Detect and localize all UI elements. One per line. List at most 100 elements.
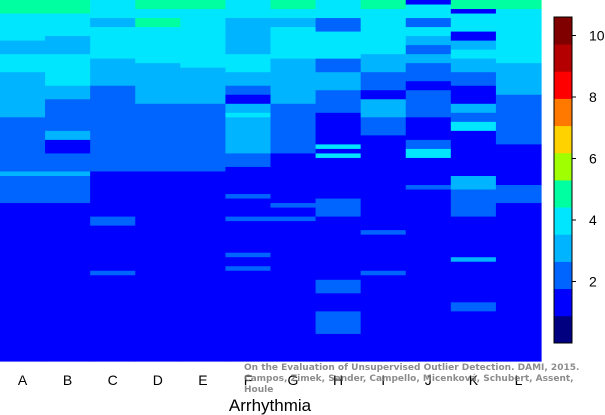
heatmap-cell-K-16 [450,153,497,164]
heatmap-cell-H-14 [315,144,362,150]
heatmap-cell-F-1 [225,9,272,19]
heatmap-cell-I-19 [360,234,407,272]
heatmap-cell-G-5 [270,58,317,73]
heatmap-cell-A-3 [0,40,46,55]
heatmap-cell-G-20 [270,221,317,236]
heatmap-cell-F-4 [225,54,272,73]
colorbar [553,16,573,344]
heatmap-cell-J-12 [405,103,452,118]
heatmap-cell-J-7 [405,54,452,64]
heatmap-cell-J-5 [405,36,452,46]
x-tick-label-A: A [18,372,28,388]
heatmap-cell-K-8 [450,72,497,87]
heatmap-cell-J-1 [405,4,452,10]
heatmap-cell-A-6 [0,85,46,105]
colorbar-tick-labels: 2 4 6 8 10 [572,28,605,290]
heatmap-cell-A-1 [0,13,46,24]
heatmap-cell-C-2 [90,27,136,42]
heatmap-cell-G-13 [270,171,317,177]
heatmap-cell-L-12 [495,157,542,168]
heatmap-cell-A-4 [0,54,46,73]
heatmap-cell-H-1 [315,9,362,19]
heatmap-cell-B-4 [45,54,91,73]
heatmap-cell-J-0 [405,0,452,6]
heatmap-cell-B-11 [45,153,91,173]
colorbar-segment-9 [554,71,572,99]
heatmap-cell-C-11 [90,225,136,272]
heatmap-cell-C-7 [90,112,136,173]
heatmap-cell-K-0 [450,0,497,10]
heatmap-cell-L-3 [495,27,542,42]
heatmap-cell-I-11 [360,117,407,136]
heatmap-cell-F-6 [225,85,272,96]
heatmap-cell-K-11 [450,103,497,114]
heatmap-cell-J-26 [405,230,452,240]
x-tick-label-L: L [515,372,523,388]
heatmap-cell-H-15 [315,148,362,155]
heatmap-cell-K-20 [450,203,497,218]
heatmap-cell-J-4 [405,27,452,37]
heatmap-cell-J-22 [405,189,452,209]
colorbar-tick-label-8: 8 [589,89,597,105]
heatmap-cell-H-16 [315,153,362,159]
heatmap-cell-H-18 [315,171,362,200]
heatmap-cell-K-18 [450,175,497,191]
heatmap-cell-H-5 [315,49,362,60]
heatmap-cell-F-12 [225,153,272,168]
heatmap-cell-J-15 [405,139,452,150]
heatmap-cell-J-20 [405,175,452,186]
heatmap-cell-I-14 [360,162,407,186]
heatmap-cell-E-5 [180,67,227,87]
heatmap-cell-I-4 [360,40,407,55]
heatmap-cell-I-17 [360,225,407,231]
heatmap-cell-F-14 [225,171,272,182]
heatmap-cell-E-3 [180,31,227,42]
heatmap-cell-J-28 [405,243,452,254]
heatmap-cell-F-11 [225,130,272,155]
heatmap-cell-G-3 [270,27,317,42]
heatmap-cell-G-19 [270,216,317,222]
x-tick-label-C: C [108,372,118,388]
heatmap-cell-H-11 [315,112,362,127]
heatmap-cell-F-15 [225,180,272,186]
heatmap-cell-K-25 [450,302,497,312]
heatmap-cell-I-8 [360,81,407,91]
heatmap-cell-K-6 [450,49,497,60]
heatmap-cell-L-0 [495,0,542,10]
heatmap-cell-H-22 [315,234,362,245]
heatmap-cell-C-12 [90,270,136,276]
x-tick-label-E: E [198,372,207,388]
heatmap-cell-A-2 [0,22,46,42]
heatmap-cell-H-10 [315,99,362,114]
heatmap-cell-L-7 [495,76,542,87]
heatmap-cell-D-7 [135,103,181,173]
heatmap-cell-C-3 [90,40,136,60]
heatmap-cell-J-29 [405,252,452,258]
heatmap-cell-K-26 [450,311,497,362]
heatmap-cell-L-10 [495,117,542,146]
heatmap-cell-K-14 [450,130,497,145]
heatmap-cell-E-0 [180,0,227,10]
heatmap-cell-A-11 [0,175,46,204]
heatmap-cell-G-12 [270,166,317,173]
heatmap-cell-K-17 [450,162,497,177]
heatmap-cell-I-10 [360,99,407,118]
colorbar-segment-11 [554,17,572,45]
heatmap-cell-G-18 [270,207,317,218]
heatmap-cell-K-21 [450,216,497,254]
credit-line-1: On the Evaluation of Unsupervised Outlie… [244,363,580,373]
heatmap-cell-D-4 [135,40,181,64]
heatmap-cell-F-17 [225,194,272,200]
heatmap-cell-F-10 [225,117,272,132]
heatmap-cell-K-15 [450,144,497,155]
heatmap-cell-F-25 [225,266,272,272]
heatmap-cell-F-9 [225,112,272,118]
heatmap-cell-K-10 [450,94,497,105]
heatmap-cell-C-9 [90,180,136,218]
heatmap-cell-D-9 [135,185,181,362]
heatmap-cell-D-2 [135,18,181,28]
x-tick-label-I: I [381,372,385,388]
heatmap-cell-H-24 [315,248,362,267]
heatmap-cell-J-2 [405,9,452,19]
heatmap-cell-L-1 [495,9,542,19]
